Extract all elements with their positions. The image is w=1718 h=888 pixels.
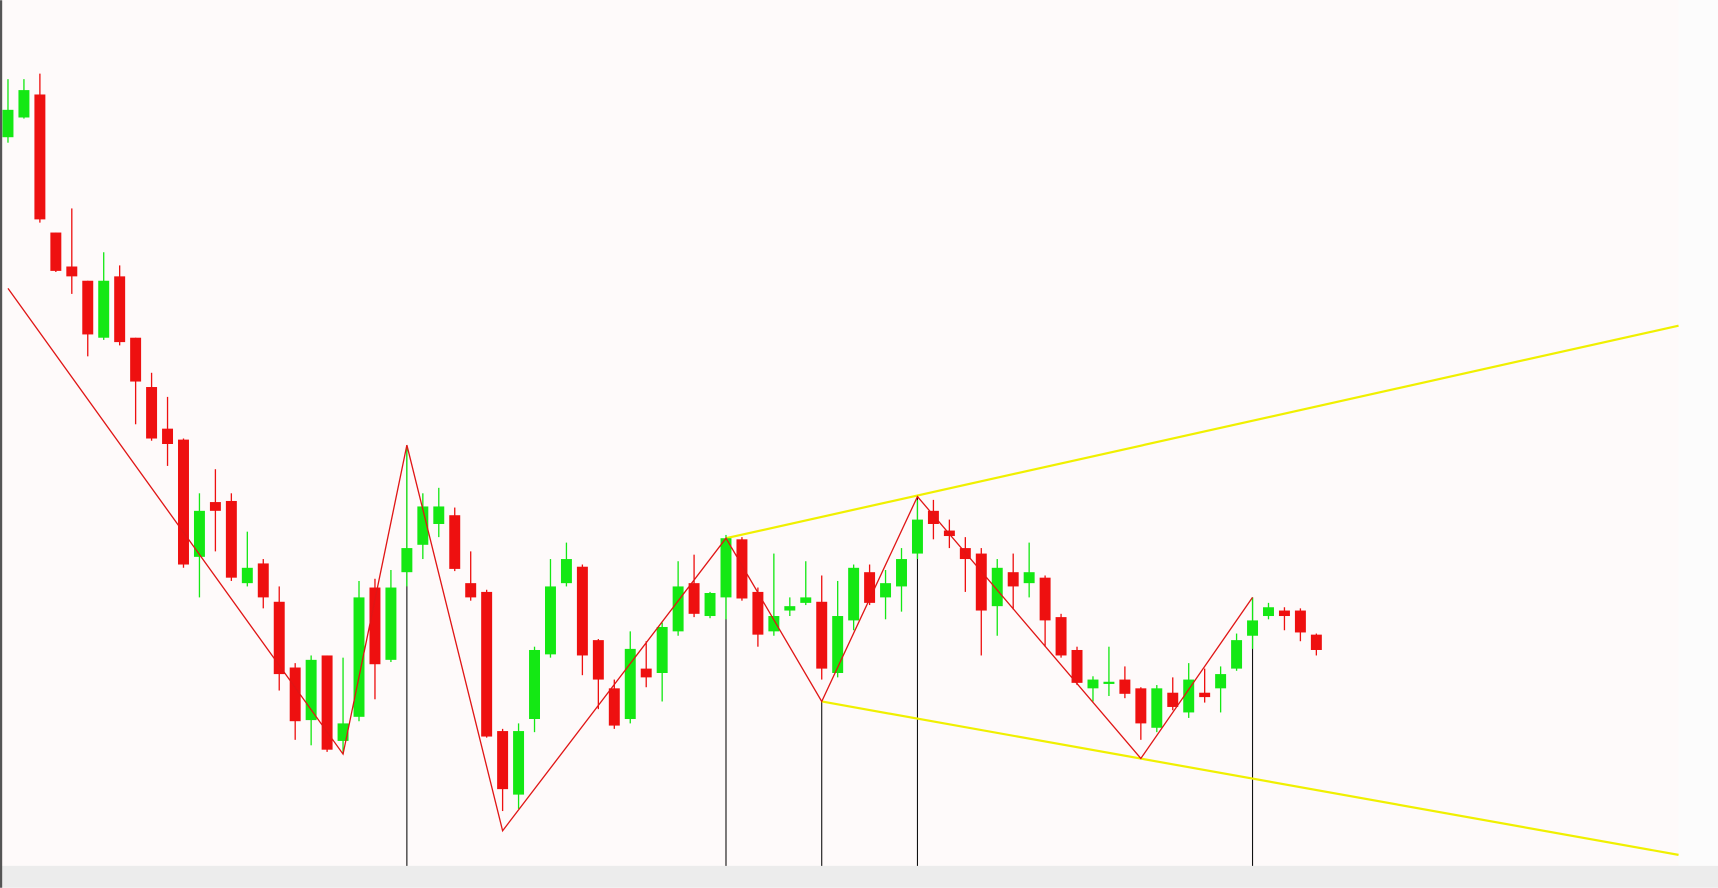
candle-body — [896, 559, 907, 587]
candle-body — [768, 616, 780, 632]
candle-body — [800, 597, 812, 603]
candle-body — [433, 506, 445, 524]
zigzag-line — [7, 288, 1254, 833]
plot-background — [0, 0, 1679, 866]
candle-body — [1167, 692, 1179, 707]
candle-body — [784, 606, 796, 611]
candle-body — [975, 553, 987, 611]
candle-body — [417, 506, 429, 545]
candle-body — [1231, 640, 1243, 669]
plot — [2, 73, 1679, 866]
candle-body — [1278, 610, 1290, 617]
candle-body — [832, 616, 844, 673]
candle-body — [1310, 634, 1322, 650]
candle-body — [353, 597, 365, 717]
candle-body — [1199, 692, 1211, 698]
candle-body — [1119, 679, 1131, 694]
candle-body — [273, 601, 285, 675]
candle-body — [816, 601, 828, 669]
candle-body — [672, 586, 684, 632]
candle-body — [592, 640, 604, 680]
candle-body — [162, 428, 174, 444]
candle-body — [513, 731, 525, 795]
candle-body — [1215, 674, 1227, 689]
candle-body — [1103, 681, 1115, 684]
candle-body — [864, 572, 876, 603]
candle-body — [529, 649, 540, 720]
candle-body — [560, 559, 572, 584]
candle-body — [337, 723, 349, 741]
candle-body — [114, 276, 126, 343]
candle-body — [209, 502, 221, 511]
candle-body — [146, 387, 158, 439]
candle-body — [1263, 607, 1274, 617]
candle-body — [369, 587, 381, 665]
candle-body — [624, 648, 636, 720]
candle-body — [1039, 577, 1051, 621]
candle-body — [544, 586, 556, 655]
candle-body — [1055, 617, 1067, 656]
candle-body — [449, 515, 461, 569]
candle-body — [82, 280, 94, 335]
candle-body — [98, 280, 110, 338]
candle-body — [305, 659, 317, 721]
candle-body — [321, 655, 333, 750]
candle-body — [1183, 679, 1195, 713]
candle-body — [1135, 688, 1147, 724]
candle-body — [880, 583, 892, 598]
candle-body — [640, 668, 652, 678]
candle-body — [1294, 610, 1306, 633]
candle-body — [608, 688, 620, 726]
candle-body — [2, 109, 14, 138]
candle-body — [704, 593, 716, 617]
candle-body — [225, 500, 237, 578]
candle-body — [576, 566, 588, 656]
candle-body — [66, 266, 78, 277]
candle-body — [385, 587, 397, 660]
candle-body — [193, 510, 205, 557]
candle-body — [50, 232, 62, 271]
candle-body — [1007, 572, 1019, 587]
candle-body — [688, 583, 700, 614]
right-panel — [1678, 0, 1718, 888]
candle-body — [1247, 620, 1259, 636]
candle-body — [720, 538, 732, 598]
candle-body — [481, 591, 493, 737]
candle-body — [401, 548, 413, 573]
candle-body — [927, 510, 939, 524]
trendline — [725, 324, 1679, 540]
candle-body — [257, 563, 269, 598]
candle-body — [656, 626, 668, 673]
candle-body — [497, 731, 509, 790]
candle-body — [1071, 649, 1083, 683]
candle-body — [18, 90, 30, 118]
candle-body — [34, 94, 46, 220]
bottom-panel — [0, 865, 1718, 888]
candle-body — [736, 539, 748, 599]
candle-body — [752, 591, 764, 635]
candle-body — [1023, 572, 1035, 584]
candle-body — [241, 567, 253, 584]
candle-body — [465, 583, 477, 598]
candle-body — [289, 667, 301, 722]
trendline — [821, 700, 1679, 856]
candle-body — [1087, 679, 1099, 689]
candle-body — [1151, 688, 1163, 728]
candle-body — [130, 337, 142, 382]
candle-body — [911, 519, 923, 554]
candle-body — [178, 439, 189, 565]
candle-body — [848, 567, 860, 621]
candle-body — [991, 567, 1003, 607]
